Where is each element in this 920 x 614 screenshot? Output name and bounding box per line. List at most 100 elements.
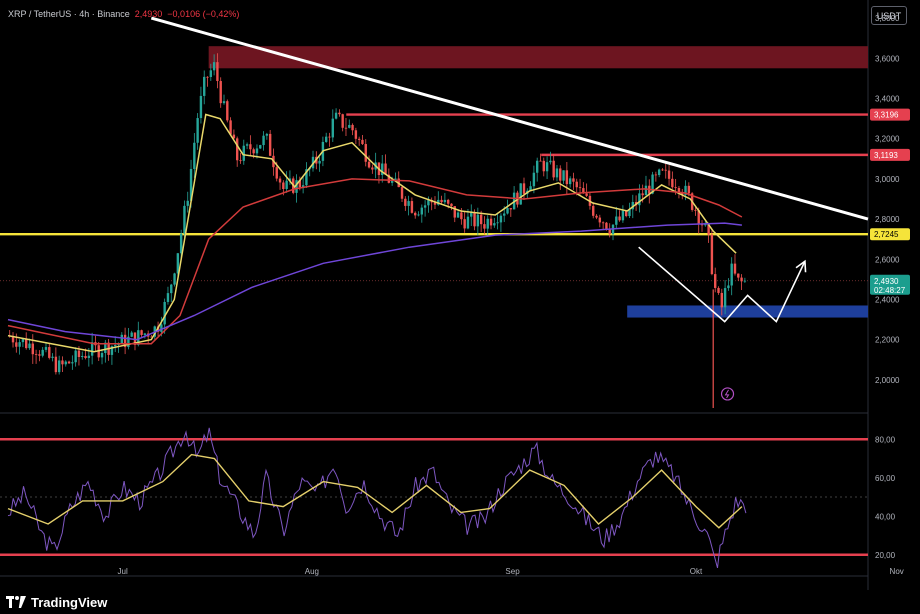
candle-bear	[282, 182, 285, 189]
candle-bull	[163, 301, 166, 325]
candle-bear	[414, 212, 417, 216]
candle-bull	[41, 349, 44, 356]
candle-bull	[183, 205, 186, 234]
candle-bull	[628, 209, 631, 217]
candle-bear	[641, 193, 644, 196]
candle-bull	[262, 135, 265, 146]
candle-bull	[381, 163, 384, 176]
candle-bear	[440, 199, 443, 203]
candle-bull	[621, 210, 625, 221]
candle-bull	[51, 356, 54, 358]
candle-bear	[140, 330, 143, 335]
candle-bear	[595, 215, 598, 218]
candle-bear	[687, 185, 691, 194]
candle-bull	[503, 213, 506, 216]
candle-bear	[460, 212, 463, 220]
candle-bull	[305, 169, 308, 186]
candle-bull	[334, 112, 338, 119]
candle-bear	[433, 202, 437, 205]
demand-zone	[627, 305, 868, 318]
candle-bear	[252, 149, 255, 154]
price-axis-tick: 2,4000	[875, 295, 900, 304]
candle-bear	[239, 160, 242, 162]
candle-bull	[212, 62, 216, 71]
price-axis-tick: 2,8000	[875, 215, 900, 224]
candle-bull	[21, 339, 25, 343]
candle-bear	[206, 76, 209, 78]
candle-bull	[493, 223, 496, 226]
candle-bear	[740, 277, 743, 282]
candle-bull	[90, 342, 94, 356]
currency-selector[interactable]: USDT	[871, 6, 907, 25]
candle-bull	[189, 168, 193, 201]
candle-bull	[301, 185, 305, 188]
candle-bear	[400, 187, 404, 199]
candle-bear	[77, 350, 81, 358]
trendline	[150, 16, 869, 221]
price-badge-label: 3,1193	[874, 151, 898, 160]
candle-bear	[354, 130, 358, 139]
candle-bear	[575, 181, 578, 188]
candle-bear	[84, 355, 87, 359]
candle-bear	[671, 178, 674, 188]
candle-bear	[54, 356, 58, 373]
footer-bar: TradingView	[0, 590, 920, 614]
candle-bull	[110, 346, 114, 355]
candle-bear	[268, 133, 272, 156]
price-chart[interactable]: 2,0000 2,2000 2,4000 2,6000 2,8000 3,0000 3,20…	[0, 0, 920, 590]
candle-bear	[509, 208, 513, 210]
candle-bear	[367, 161, 371, 168]
candle-bear	[226, 101, 229, 121]
time-axis-tick: Okt	[690, 567, 703, 576]
lightning-icon	[724, 389, 730, 399]
candle-bull	[114, 344, 117, 347]
price-axis-tick: 3,6000	[875, 54, 900, 63]
tradingview-brand[interactable]: TradingView	[31, 594, 108, 610]
rsi-axis-tick: 80,00	[875, 435, 896, 444]
candle-bull	[723, 288, 727, 308]
candle-bull	[137, 330, 140, 345]
candle-bull	[535, 160, 539, 173]
candle-bull	[615, 216, 618, 225]
ema_fast-line	[7, 113, 737, 353]
candle-bull	[120, 334, 124, 344]
candle-bull	[562, 170, 565, 181]
time-axis-tick: Sep	[505, 567, 520, 576]
candle-bull	[407, 201, 410, 206]
price-badge-label: 3,3196	[874, 111, 899, 120]
candle-bull	[555, 168, 559, 178]
projection-arrowhead	[795, 259, 807, 273]
candle-bear	[592, 205, 595, 216]
candle-bear	[404, 198, 407, 206]
candle-bear	[150, 336, 153, 338]
price-badge-countdown: 02:48:27	[874, 286, 906, 295]
candle-bear	[677, 188, 681, 193]
candle-bear	[25, 339, 28, 349]
time-axis-tick: Jul	[118, 567, 128, 576]
candle-bear	[542, 160, 545, 172]
candle-bull	[325, 136, 328, 142]
candle-bull	[476, 214, 480, 227]
candle-bull	[199, 95, 203, 119]
candle-bull	[209, 70, 213, 78]
candle-bull	[545, 162, 549, 172]
candle-bull	[295, 180, 298, 193]
price-axis-tick: 3,4000	[875, 94, 900, 103]
candle-bear	[463, 219, 466, 229]
candle-bear	[483, 224, 486, 229]
candle-bear	[601, 222, 605, 224]
candle-bear	[720, 292, 723, 308]
candle-bull	[74, 350, 77, 363]
candle-bull	[193, 142, 196, 169]
price-axis-tick: 3,8000	[875, 14, 900, 23]
candle-bull	[644, 185, 648, 196]
candle-bear	[229, 120, 232, 135]
candle-bull	[186, 200, 189, 206]
rsi-ma-line	[7, 453, 743, 529]
candle-bull	[486, 218, 489, 229]
candle-bull	[87, 355, 91, 359]
candle-bull	[100, 353, 104, 358]
candle-bull	[638, 193, 641, 206]
candle-bear	[344, 127, 348, 129]
